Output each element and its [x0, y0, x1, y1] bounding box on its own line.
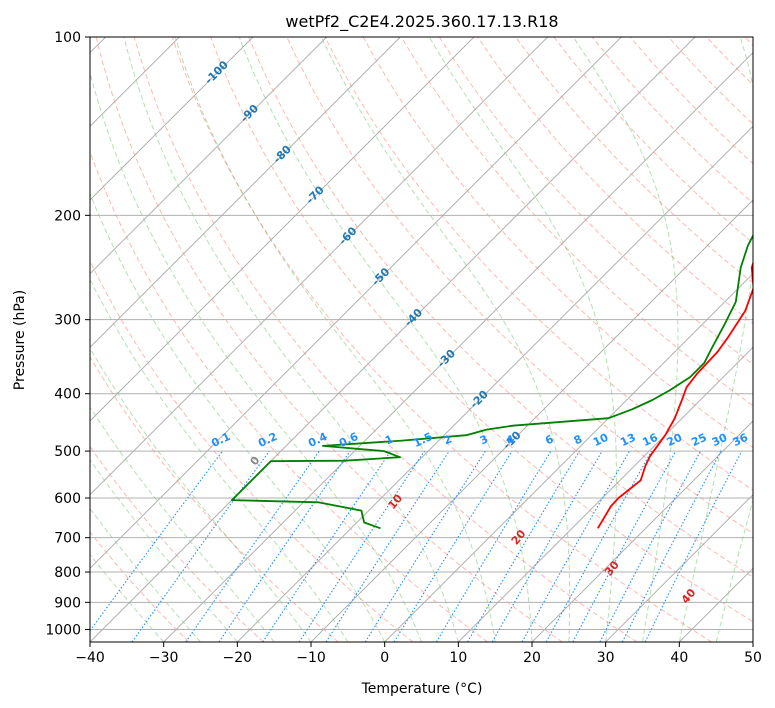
x-tick-label: 50 — [744, 650, 762, 666]
x-tick-label: −20 — [223, 650, 253, 666]
dry-adiabat — [90, 445, 264, 642]
temperature-profile — [597, 260, 753, 529]
dewpoint-profile — [231, 233, 753, 530]
mixing-ratio-line — [545, 450, 653, 642]
dry-adiabat — [90, 356, 339, 642]
mixing-ratio-line — [185, 450, 320, 642]
isotherm-gridline — [90, 37, 401, 349]
mixing-ratio-line — [521, 450, 630, 642]
dry-adiabat — [324, 37, 753, 491]
dry-adiabat — [171, 37, 712, 642]
isotherm-gridline — [90, 37, 622, 570]
mixing-ratio-line — [298, 450, 425, 642]
mixing-ratio-line — [435, 450, 552, 642]
mixing-ratio-line — [325, 450, 450, 642]
mixing-ratio-line — [599, 450, 701, 642]
x-tick-label: −30 — [149, 650, 179, 666]
isotherm-gridline — [90, 37, 696, 642]
dry-adiabat — [133, 37, 638, 642]
y-tick-label: 800 — [54, 565, 81, 581]
isotherm-gridline — [236, 125, 753, 642]
mixing-ratio-label: 13 — [618, 431, 637, 449]
axis-ticks: −40 −30 −20 −10 0 10 20 30 40 50 1000 900 800 700 600 5… — [45, 30, 762, 666]
isotherm-gridline — [90, 37, 328, 275]
isotherm-gridline — [90, 37, 254, 201]
moist-adiabat — [174, 37, 496, 642]
chart-title: wetPf2_C2E4.2025.360.17.13.R18 — [285, 12, 558, 32]
isotherm-gridline — [531, 420, 753, 642]
isotherm-gridline — [90, 37, 475, 422]
isotherm-gridline — [384, 272, 753, 642]
x-tick-label: 10 — [449, 650, 467, 666]
background-lines — [90, 37, 753, 642]
mixing-ratio-label: 10 — [591, 431, 611, 449]
isotherm-gridline — [310, 199, 753, 642]
x-tick-label: −10 — [296, 650, 326, 666]
mixing-ratio-label: 30 — [710, 431, 730, 449]
y-tick-label: 400 — [54, 387, 81, 403]
isotherm-gridline — [163, 51, 753, 642]
dry-adiabat — [438, 37, 753, 366]
moist-adiabat — [90, 459, 238, 642]
dry-adiabat — [90, 531, 190, 642]
mixing-ratio-line — [621, 450, 722, 642]
moist-adiabat — [90, 406, 275, 642]
isotherm-gridline — [90, 37, 549, 496]
y-tick-label: 300 — [54, 313, 81, 329]
x-tick-label: 30 — [597, 650, 615, 666]
y-tick-label: 100 — [54, 30, 81, 46]
mixing-ratio-line — [393, 450, 513, 642]
mixing-ratio-line — [364, 450, 486, 642]
y-axis-label: Pressure (hPa) — [12, 290, 28, 390]
dry-adiabat — [248, 37, 753, 578]
moist-adiabat — [238, 37, 533, 642]
y-tick-label: 600 — [54, 491, 81, 507]
moist-adiabat — [715, 497, 753, 642]
moist-adiabat — [320, 37, 571, 642]
isotherm-gridline — [605, 493, 753, 642]
y-tick-label: 1000 — [45, 622, 81, 638]
dry-adiabat — [95, 37, 563, 642]
x-axis-label: Temperature (°C) — [361, 681, 483, 697]
moist-adiabat — [123, 37, 459, 642]
mixing-ratio-line — [90, 450, 223, 632]
y-tick-label: 700 — [54, 531, 81, 547]
moist-adiabat — [90, 278, 349, 642]
dry-adiabat — [515, 37, 753, 284]
x-tick-label: 40 — [670, 650, 688, 666]
dry-adiabat — [210, 37, 753, 623]
y-tick-label: 900 — [54, 595, 81, 611]
isotherm-gridline — [457, 346, 753, 642]
mixing-ratio-label: 36 — [731, 431, 751, 449]
plot-frame — [89, 36, 754, 643]
moist-adiabat — [678, 37, 753, 642]
x-tick-label: 0 — [380, 650, 389, 666]
moist-adiabat — [572, 37, 679, 642]
moist-adiabat — [90, 192, 386, 642]
x-tick-label: −40 — [75, 650, 105, 666]
mixing-ratio-label: 25 — [689, 431, 708, 449]
y-tick-label: 200 — [54, 208, 81, 224]
mixing-ratio-line — [644, 450, 743, 642]
dry-adiabat — [90, 150, 488, 642]
mixing-ratio-label: 20 — [665, 431, 685, 449]
y-tick-label: 500 — [54, 444, 81, 460]
x-tick-label: 20 — [523, 650, 541, 666]
mixing-ratio-line — [572, 450, 677, 642]
mixing-ratio-line — [262, 450, 392, 642]
mixing-ratio-line — [131, 450, 270, 642]
mixing-ratio-line — [218, 450, 351, 642]
moist-adiabat — [428, 37, 617, 642]
dry-adiabat — [400, 37, 753, 407]
mixing-ratio-label: 16 — [640, 431, 660, 449]
profile-lines — [231, 233, 753, 530]
